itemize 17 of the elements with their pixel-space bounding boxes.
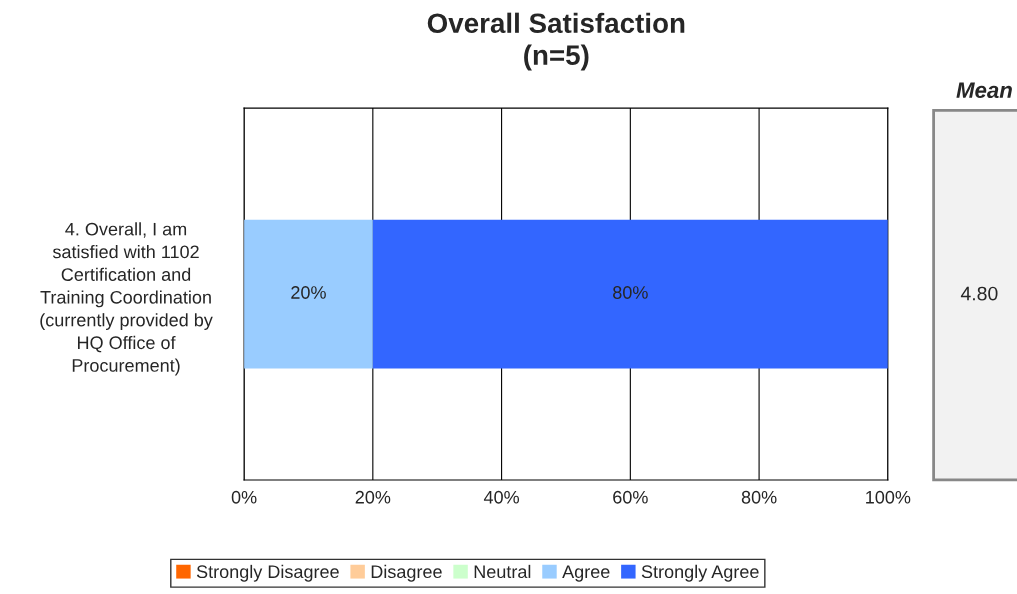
data-label: 80% xyxy=(613,286,648,299)
x-tick-label: 80% xyxy=(741,490,777,504)
legend-label: Agree xyxy=(562,565,610,582)
text: 4.80 xyxy=(960,286,998,301)
legend-label: Neutral xyxy=(474,564,531,579)
x-tick-label: 40% xyxy=(483,490,520,504)
data-label: 20% xyxy=(291,286,326,299)
y-tick-label: 4. Overall, I am satisfied with 1102 Certification and Training Coordination (currently provided by HQ Office of Procurement) xyxy=(40,222,213,376)
text: Mean xyxy=(956,82,1012,99)
legend-label: Strongly Agree xyxy=(641,564,759,582)
x-tick-label: 100% xyxy=(866,490,911,504)
x-tick-label: 20% xyxy=(355,490,391,504)
x-tick-label: 0% xyxy=(231,490,257,504)
legend-label: Strongly Disagree xyxy=(196,564,339,582)
legend-label: Disagree xyxy=(371,564,442,582)
x-tick-label: 60% xyxy=(613,490,648,504)
chart-title: Overall Satisfaction (n=5) xyxy=(427,12,685,71)
